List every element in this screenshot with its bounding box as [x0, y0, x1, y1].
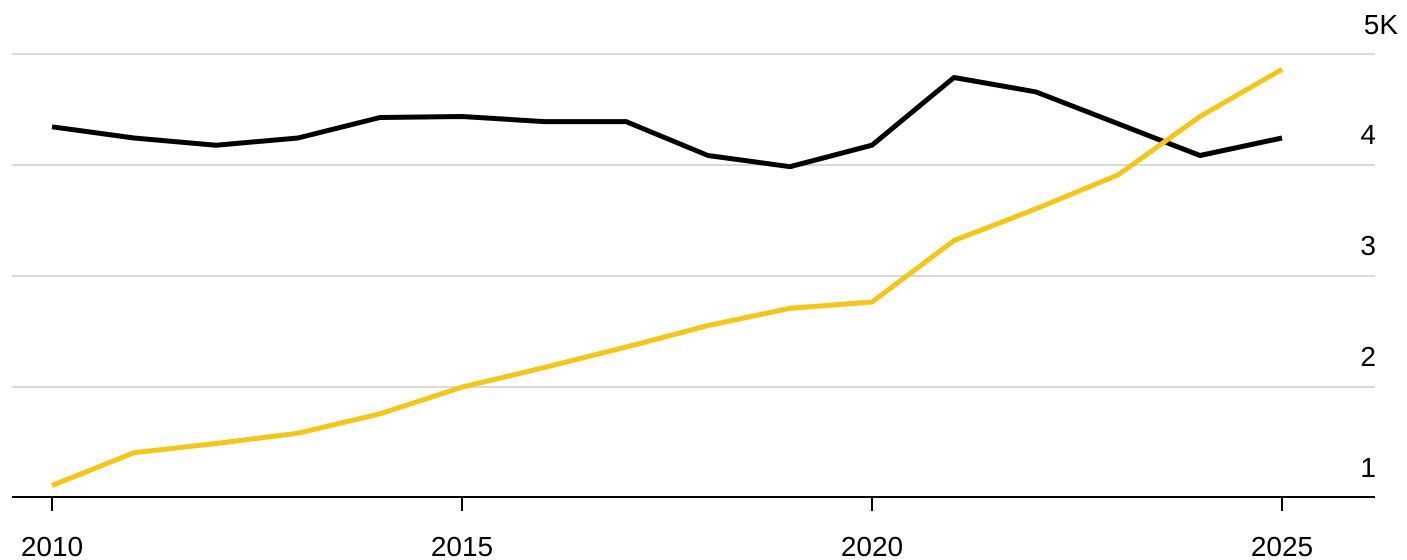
y-tick-label: 2 — [1360, 341, 1376, 372]
series-lines — [51, 67, 1284, 488]
x-axis: 2010 2015 2020 2025 — [12, 496, 1375, 560]
series-line-black — [51, 75, 1283, 170]
gridlines — [12, 53, 1375, 388]
series-line-yellow — [51, 67, 1284, 488]
y-tick-label: 1 — [1360, 452, 1376, 483]
x-tick-label: 2020 — [841, 531, 903, 560]
y-axis-labels: 1 2 3 4 5K — [1360, 9, 1398, 483]
x-tick-label: 2010 — [21, 531, 83, 560]
y-tick-label: 4 — [1360, 119, 1376, 150]
y-tick-label: 3 — [1360, 230, 1376, 261]
x-tick-label: 2025 — [1251, 531, 1313, 560]
x-tick-label: 2015 — [431, 531, 493, 560]
y-tick-label: 5K — [1364, 9, 1399, 40]
